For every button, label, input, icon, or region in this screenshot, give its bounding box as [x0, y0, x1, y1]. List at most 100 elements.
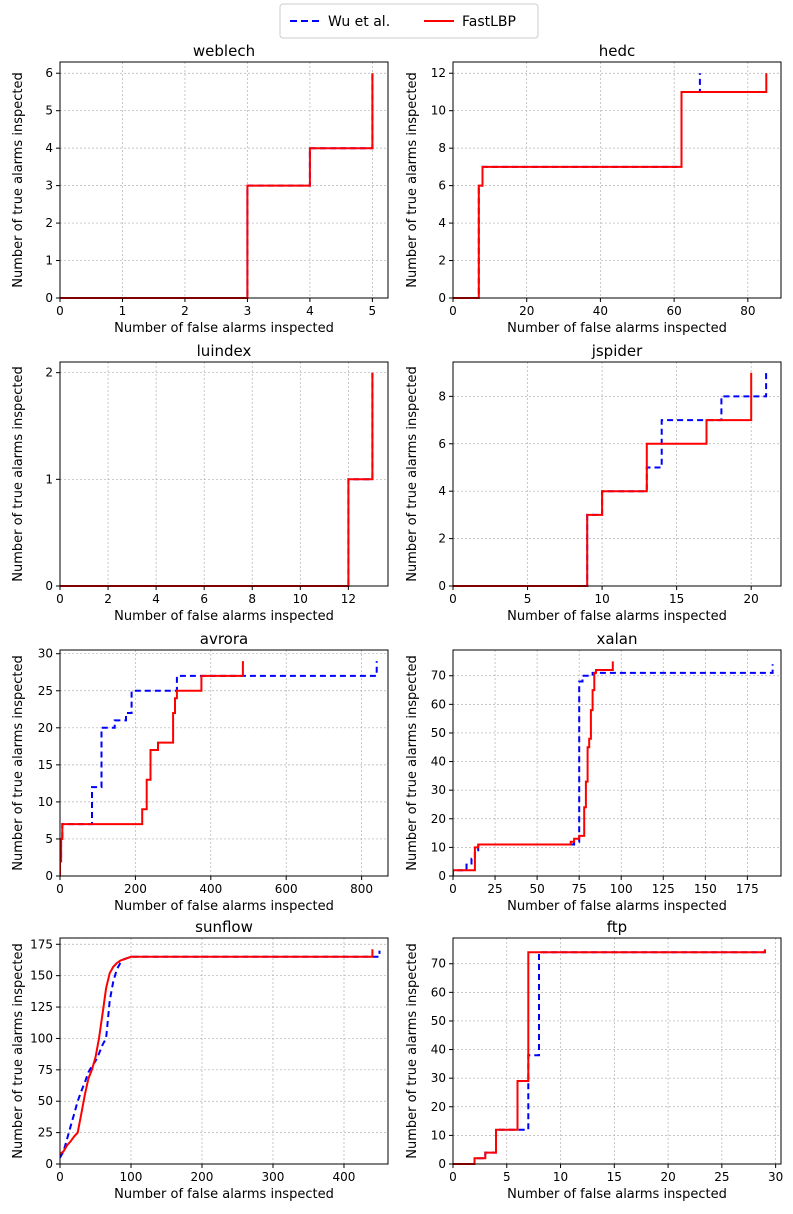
y-tick-label: 6 — [438, 179, 446, 193]
y-tick-label: 60 — [431, 985, 446, 999]
axes-frame — [452, 649, 782, 877]
y-tick-label: 0 — [45, 869, 53, 883]
y-tick-label: 50 — [431, 1014, 446, 1028]
y-tick-label: 4 — [45, 141, 53, 155]
y-tick-label: 5 — [45, 104, 53, 118]
x-tick-label: 5 — [524, 592, 532, 606]
x-tick-label: 200 — [124, 882, 147, 896]
y-tick-label: 30 — [431, 783, 446, 797]
y-tick-label: 75 — [38, 1063, 53, 1077]
y-tick-label: 25 — [38, 1126, 53, 1140]
y-tick-label: 70 — [431, 669, 446, 683]
y-axis-label: Number of true alarms inspected — [11, 72, 26, 287]
x-tick-label: 4 — [306, 304, 314, 318]
x-tick-label: 40 — [593, 304, 608, 318]
y-tick-label: 8 — [438, 141, 446, 155]
y-axis-label: Number of true alarms inspected — [405, 72, 420, 287]
x-tick-label: 0 — [56, 882, 64, 896]
x-axis-label: Number of false alarms inspected — [507, 1187, 727, 1202]
y-tick-label: 5 — [45, 832, 53, 846]
x-tick-label: 6 — [200, 592, 208, 606]
x-tick-label: 600 — [275, 882, 298, 896]
legend-frame — [279, 3, 539, 39]
axes-frame — [452, 61, 782, 299]
y-tick-label: 10 — [431, 104, 446, 118]
subplot-title: hedc — [599, 42, 636, 60]
x-tick-label: 2 — [181, 304, 189, 318]
series-line-fastlbp — [453, 372, 753, 587]
y-tick-label: 15 — [38, 758, 53, 772]
series-line-fastlbp — [453, 73, 768, 299]
y-tick-label: 25 — [38, 684, 53, 698]
x-tick-label: 0 — [449, 592, 457, 606]
x-axis-label: Number of false alarms inspected — [507, 609, 727, 624]
x-tick-label: 30 — [768, 1170, 783, 1184]
y-tick-label: 20 — [431, 812, 446, 826]
y-axis-label: Number of true alarms inspected — [405, 943, 420, 1158]
legend-label-fastlbp: FastLBP — [462, 14, 516, 30]
y-tick-label: 0 — [438, 1157, 446, 1171]
x-tick-label: 0 — [449, 882, 457, 896]
series-line-fastlbp — [453, 949, 766, 1165]
x-axis-label: Number of false alarms inspected — [114, 1187, 334, 1202]
y-tick-label: 10 — [431, 1128, 446, 1142]
y-tick-label: 50 — [38, 1094, 53, 1108]
x-tick-label: 20 — [744, 592, 759, 606]
subplot-hedc: 0 20 40 60 80 0 2 4 6 8 10 12 hedc Number of false al… — [405, 42, 782, 336]
x-tick-label: 25 — [714, 1170, 729, 1184]
x-tick-label: 300 — [262, 1170, 285, 1184]
y-tick-label: 10 — [38, 795, 53, 809]
y-tick-label: 8 — [438, 389, 446, 403]
y-tick-label: 70 — [431, 957, 446, 971]
y-tick-label: 3 — [45, 179, 53, 193]
x-tick-label: 10 — [594, 592, 609, 606]
x-axis-label: Number of false alarms inspected — [114, 609, 334, 624]
y-tick-label: 50 — [431, 726, 446, 740]
x-tick-label: 80 — [740, 304, 755, 318]
x-tick-label: 150 — [694, 882, 717, 896]
x-tick-label: 50 — [529, 882, 544, 896]
x-tick-label: 2 — [104, 592, 112, 606]
y-tick-label: 60 — [431, 697, 446, 711]
y-tick-label: 2 — [438, 532, 446, 546]
y-tick-label: 175 — [30, 937, 53, 951]
x-tick-label: 10 — [553, 1170, 568, 1184]
y-tick-label: 30 — [38, 647, 53, 661]
axes-frame — [59, 361, 389, 587]
series-line-wu — [453, 372, 768, 587]
x-tick-label: 15 — [669, 592, 684, 606]
y-tick-label: 2 — [438, 254, 446, 268]
y-tick-label: 0 — [45, 291, 53, 305]
series-line-wu — [453, 949, 766, 1165]
x-tick-label: 400 — [333, 1170, 356, 1184]
y-axis-label: Number of true alarms inspected — [11, 655, 26, 870]
x-tick-label: 200 — [191, 1170, 214, 1184]
y-tick-label: 4 — [438, 484, 446, 498]
x-tick-label: 15 — [607, 1170, 622, 1184]
y-tick-label: 1 — [45, 254, 53, 268]
y-tick-label: 10 — [431, 840, 446, 854]
x-tick-label: 60 — [666, 304, 681, 318]
y-tick-label: 150 — [30, 969, 53, 983]
y-axis-label: Number of true alarms inspected — [405, 655, 420, 870]
x-tick-label: 4 — [152, 592, 160, 606]
subplot-weblech: 0 1 2 3 4 5 0 1 2 3 4 5 6 weblech Number of false alar… — [11, 42, 389, 336]
x-axis-label: Number of false alarms inspected — [507, 899, 727, 914]
x-tick-label: 175 — [736, 882, 759, 896]
series-line-fastlbp — [60, 949, 374, 1155]
subplot-title: luindex — [197, 342, 252, 360]
y-tick-label: 100 — [30, 1031, 53, 1045]
x-tick-label: 12 — [341, 592, 356, 606]
axes-frame — [59, 61, 389, 299]
axes-frame — [452, 361, 782, 587]
x-tick-label: 0 — [56, 1170, 64, 1184]
x-tick-label: 20 — [660, 1170, 675, 1184]
x-tick-label: 0 — [449, 1170, 457, 1184]
x-axis-label: Number of false alarms inspected — [114, 899, 334, 914]
axes-frame — [59, 649, 389, 877]
legend-label-wu: Wu et al. — [328, 14, 390, 30]
y-tick-label: 6 — [438, 437, 446, 451]
subplot-xalan: 0 25 50 75 100 125 150 175 0 10 20 30 40 50 60 70 xalan N… — [405, 630, 782, 914]
subplot-sunflow: 0 100 200 300 400 0 25 50 75 100 125 150 175 sunflow N… — [11, 918, 389, 1202]
